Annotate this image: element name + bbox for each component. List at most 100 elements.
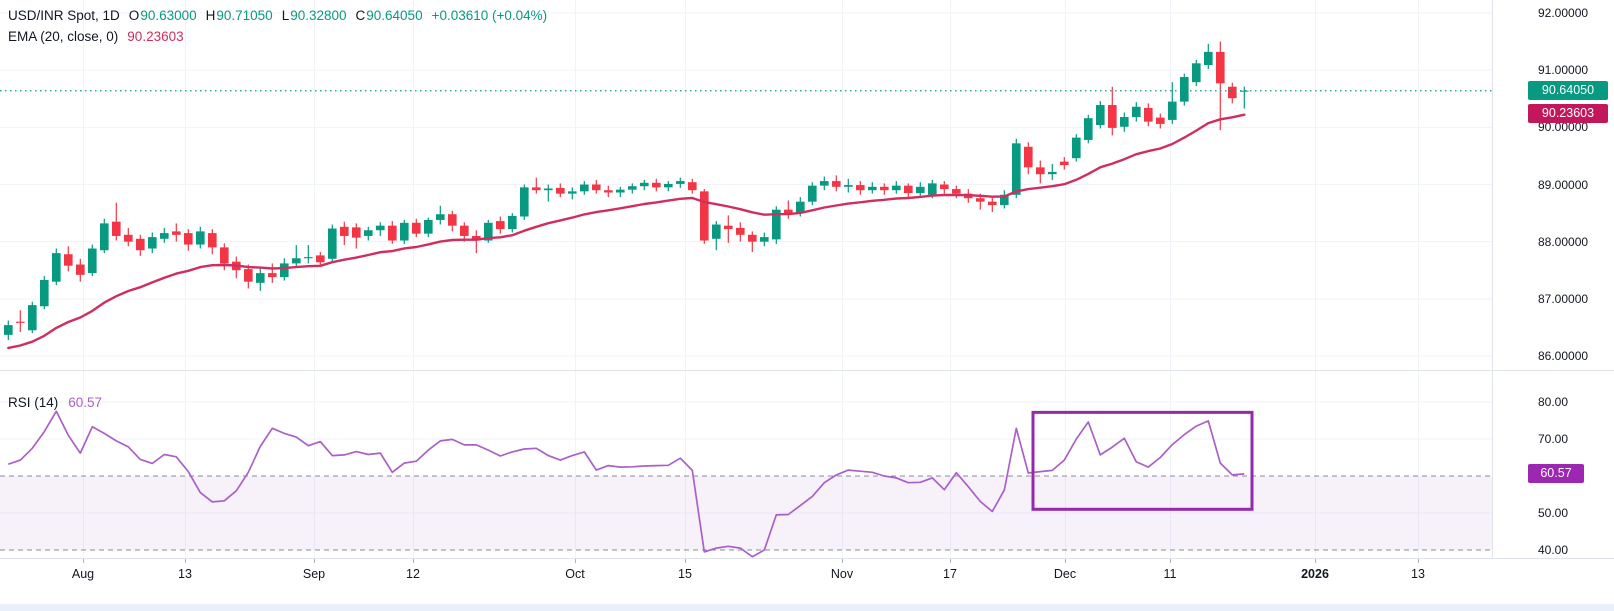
candle-body (616, 189, 625, 193)
candle-body (1228, 86, 1237, 99)
open-label: O (128, 8, 140, 23)
rsi-annotation-rectangle[interactable] (1031, 410, 1254, 511)
candle-body (148, 237, 157, 249)
candle-body (904, 185, 913, 194)
candle-body (1180, 77, 1189, 102)
candle-body (892, 185, 901, 191)
change-value: +0.03610 (+0.04%) (431, 8, 548, 23)
candle-body (160, 233, 169, 239)
candle-body (196, 231, 205, 245)
candle-body (436, 214, 445, 220)
close-value: 90.64050 (366, 8, 423, 23)
ema-indicator-value: 90.23603 (127, 29, 184, 44)
price-axis-label: 88.00000 (1538, 234, 1589, 249)
candle-body (1060, 161, 1069, 166)
candle-body (28, 305, 37, 331)
low-label: L (281, 8, 290, 23)
candle-body (604, 190, 613, 193)
candle-body (1204, 51, 1213, 66)
rsi-band-fill (0, 476, 1492, 550)
time-axis-label: Sep (302, 567, 326, 581)
candle-body (484, 222, 493, 241)
candle-body (1216, 51, 1225, 84)
candle-body (760, 237, 769, 242)
candle-body (304, 257, 313, 259)
ema-line (7, 113, 1246, 350)
low-pair: L 90.32800 (282, 5, 347, 26)
open-pair: O 90.63000 (129, 5, 197, 26)
candle-body (544, 188, 553, 191)
low-value: 90.32800 (290, 8, 347, 23)
candle-body (952, 189, 961, 194)
candle-body (1192, 63, 1201, 83)
candle-body (1156, 117, 1165, 124)
price-axis-label: 89.00000 (1538, 177, 1589, 192)
candle-body (460, 225, 469, 236)
time-axis-label: Oct (565, 567, 585, 581)
candle-body (112, 221, 121, 236)
candle-body (628, 186, 637, 190)
symbol-legend-row: USD/INR Spot, 1D O 90.63000 H 90.71050 L 90… (8, 5, 547, 26)
open-value: 90.63000 (140, 8, 197, 23)
price-axis-label: 92.00000 (1538, 6, 1589, 20)
rsi-indicator-label[interactable]: RSI (14) (8, 395, 59, 410)
candle-body (448, 214, 457, 226)
candle-body (244, 269, 253, 282)
candle-body (736, 227, 745, 235)
last-price-badge: 90.64050 (1528, 81, 1608, 101)
candle-body (1120, 117, 1129, 127)
rsi-axis-label: 70.00 (1538, 432, 1569, 446)
time-axis-label: Aug (71, 567, 95, 581)
time-axis-label: 17 (943, 567, 957, 581)
candle-body (124, 234, 133, 242)
candle-body (568, 191, 577, 194)
ema-indicator-label[interactable]: EMA (20, close, 0) (8, 29, 119, 44)
candle-body (496, 221, 505, 230)
candle-body (976, 198, 985, 202)
candle-body (268, 273, 277, 278)
candle-body (520, 187, 529, 217)
candle-body (376, 225, 385, 231)
candle-body (1132, 106, 1141, 118)
candle-body (1048, 171, 1057, 175)
candle-body (1084, 118, 1093, 140)
price-axis-label: 90.00000 (1538, 120, 1589, 135)
candle-body (1036, 167, 1045, 175)
candle-body (352, 227, 361, 238)
ema-legend-row: EMA (20, close, 0) 90.23603 (8, 26, 547, 47)
candle-body (928, 183, 937, 195)
candle-body (796, 201, 805, 214)
candle-body (172, 231, 181, 235)
candle-body (40, 279, 49, 307)
candle-body (208, 233, 217, 248)
candle-body (424, 219, 433, 234)
rsi-axis-label: 40.00 (1538, 543, 1569, 557)
candle-body (916, 186, 925, 194)
rsi-legend: RSI (14) 60.57 (8, 395, 102, 410)
candle-body (220, 247, 229, 264)
candle-body (688, 182, 697, 191)
close-label: C (355, 8, 366, 23)
candle-body (784, 209, 793, 214)
bottom-strip (0, 604, 1614, 611)
candle-body (316, 255, 325, 263)
candle-body (652, 182, 661, 188)
close-pair: C 90.64050 (356, 5, 423, 26)
candle-body (988, 201, 997, 206)
time-axis-label: Dec (1053, 567, 1077, 581)
candle-body (712, 224, 721, 239)
candle-body (52, 253, 61, 282)
candle-body (412, 222, 421, 234)
time-axis-label: 13 (178, 567, 192, 581)
symbol-title[interactable]: USD/INR Spot, 1D (8, 8, 120, 23)
candle-body (88, 248, 97, 274)
candle-body (532, 187, 541, 191)
candle-body (640, 182, 649, 187)
candle-body (328, 228, 337, 259)
rsi-value-badge: 60.57 (1528, 464, 1584, 484)
candle-body (472, 235, 481, 241)
rsi-line (8, 410, 1245, 558)
rsi-indicator-value: 60.57 (68, 395, 103, 410)
time-axis-label: 2026 (1301, 567, 1329, 581)
